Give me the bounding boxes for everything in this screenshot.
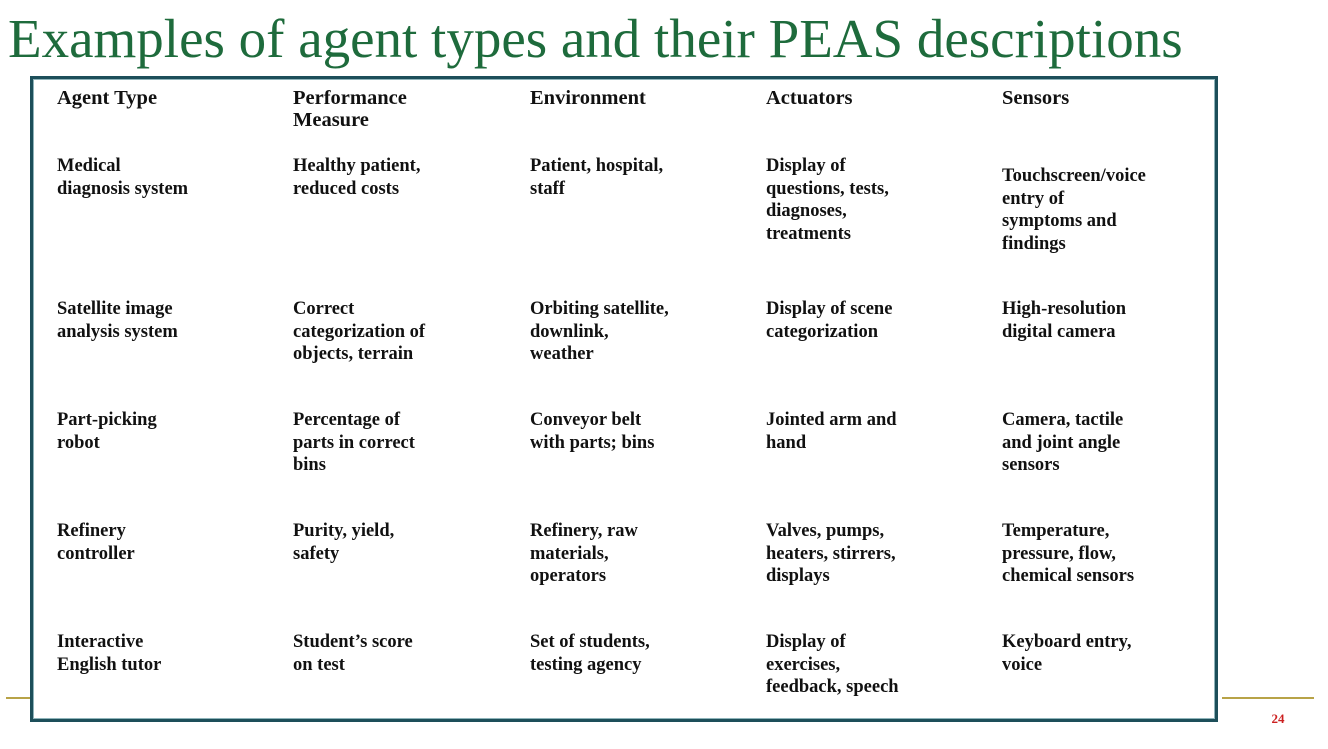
footer-rule-left (6, 697, 30, 699)
slide-title: Examples of agent types and their PEAS d… (8, 8, 1183, 69)
row-3-environment: Conveyor belt with parts; bins (530, 410, 655, 453)
row-2-actuators: Display of scene categorization (766, 299, 893, 342)
header-performance-measure: Performance Measure (293, 87, 407, 131)
header-environment: Environment (530, 87, 646, 109)
row-1-actuators: Display of questions, tests, diagnoses, … (766, 156, 889, 244)
peas-table-frame: Agent Type Performance Measure Environme… (30, 76, 1218, 722)
row-1-environment: Patient, hospital, staff (530, 156, 664, 199)
row-4-agent-type: Refinery controller (57, 521, 135, 564)
row-4-environment: Refinery, raw materials, operators (530, 521, 638, 586)
row-1-performance-measure: Healthy patient, reduced costs (293, 156, 421, 199)
row-2-sensors: High-resolution digital camera (1002, 299, 1127, 342)
peas-table: Agent Type Performance Measure Environme… (33, 79, 1215, 719)
row-3-sensors: Camera, tactile and joint angle sensors (1002, 410, 1124, 475)
row-5-actuators: Display of exercises, feedback, speech (766, 632, 899, 697)
row-1-sensors: Touchscreen/voice entry of symptoms and … (1002, 166, 1146, 254)
row-1-agent-type: Medical diagnosis system (57, 156, 189, 199)
row-2-performance-measure: Correct categorization of objects, terra… (293, 299, 426, 364)
header-sensors: Sensors (1002, 87, 1070, 109)
header-actuators: Actuators (766, 87, 853, 109)
row-4-performance-measure: Purity, yield, safety (293, 521, 395, 564)
row-5-agent-type: Interactive English tutor (57, 632, 162, 675)
row-3-actuators: Jointed arm and hand (766, 410, 897, 453)
row-4-sensors: Temperature, pressure, flow, chemical se… (1002, 521, 1135, 586)
row-3-agent-type: Part-picking robot (57, 410, 157, 453)
footer-rule-right (1222, 697, 1314, 699)
header-agent-type: Agent Type (57, 87, 158, 109)
row-5-environment: Set of students, testing agency (530, 632, 650, 675)
row-5-sensors: Keyboard entry, voice (1002, 632, 1132, 675)
row-2-agent-type: Satellite image analysis system (57, 299, 178, 342)
row-2-environment: Orbiting satellite, downlink, weather (530, 299, 669, 364)
row-3-performance-measure: Percentage of parts in correct bins (293, 410, 415, 475)
page-number: 24 (1271, 711, 1285, 726)
row-4-actuators: Valves, pumps, heaters, stirrers, displa… (766, 521, 896, 586)
row-5-performance-measure: Student’s score on test (293, 632, 413, 675)
